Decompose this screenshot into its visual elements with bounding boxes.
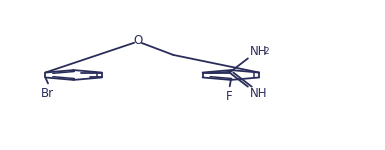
Text: Br: Br <box>41 87 54 100</box>
Text: NH: NH <box>250 87 267 100</box>
Text: 2: 2 <box>263 47 269 56</box>
Text: O: O <box>133 34 143 47</box>
Text: F: F <box>226 90 232 103</box>
Text: NH: NH <box>250 45 267 58</box>
